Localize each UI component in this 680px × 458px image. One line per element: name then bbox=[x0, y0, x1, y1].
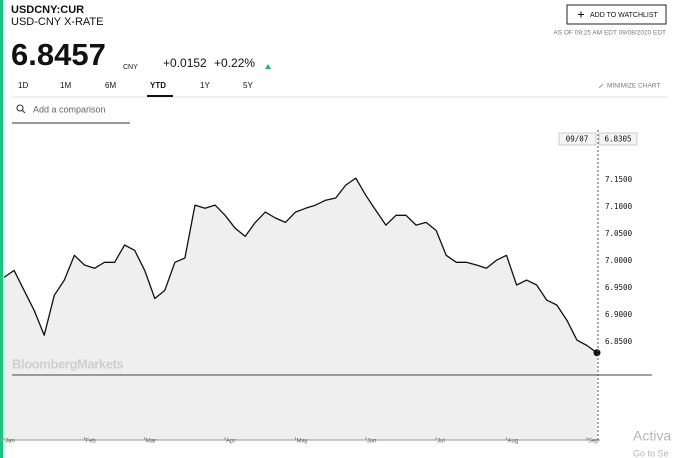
last-date: 09/07 bbox=[566, 135, 589, 144]
price-line bbox=[3, 177, 598, 354]
range-tab[interactable]: YTD bbox=[150, 81, 166, 90]
range-tab[interactable]: 1Y bbox=[200, 81, 210, 90]
accent-bar bbox=[0, 0, 3, 458]
range-tab[interactable]: 1D bbox=[18, 81, 28, 90]
range-tabs: 1D 1M 6M YTD 1Y 5Y bbox=[12, 81, 668, 98]
x-tick-label: Aug bbox=[508, 439, 519, 445]
x-tick-label: Jun bbox=[367, 439, 377, 445]
os-watermark-title: Activa bbox=[633, 428, 671, 444]
value-box bbox=[598, 132, 638, 146]
button-label[interactable]: ADD TO WATCHLIST bbox=[590, 12, 659, 19]
x-tick-label: Apr bbox=[226, 439, 235, 445]
os-watermark-subtitle: Go to Se bbox=[633, 448, 669, 458]
y-tick-label: 6.8500 bbox=[605, 337, 633, 346]
search-icon-handle bbox=[21, 109, 26, 114]
y-tick-label: 6.9500 bbox=[605, 283, 633, 292]
last-point bbox=[593, 349, 601, 357]
y-tick-label: 7.1500 bbox=[605, 175, 633, 184]
y-tick-label: 7.1000 bbox=[605, 202, 633, 211]
x-tick-label: Sep bbox=[588, 439, 599, 445]
last-value: 6.8305 bbox=[604, 135, 631, 144]
timestamp: AS OF 09:25 AM EDT 09/08/2020 EDT bbox=[553, 30, 666, 37]
area-fill bbox=[4, 178, 597, 440]
minimize-icon[interactable] bbox=[598, 83, 604, 89]
y-tick-label: 7.0500 bbox=[605, 229, 633, 238]
chart: 6.8500 6.9000 6.9500 7.0000 7.0500 7.1000 7.15… bbox=[0, 130, 638, 445]
button-frame[interactable] bbox=[566, 4, 667, 25]
x-tick-label: May bbox=[296, 439, 307, 445]
x-tick-label: Jan bbox=[5, 439, 15, 445]
instrument-name: USD-CNY X-RATE bbox=[11, 16, 104, 28]
plus-icon[interactable] bbox=[578, 11, 584, 18]
change: +0.0152 bbox=[163, 56, 207, 70]
range-tab[interactable]: 6M bbox=[105, 81, 116, 90]
comparison-input[interactable]: Add a comparison bbox=[33, 104, 106, 114]
watermark: BloombergMarkets bbox=[12, 356, 124, 371]
range-tab[interactable]: 1M bbox=[60, 81, 71, 90]
range-tab[interactable]: 5Y bbox=[243, 81, 253, 90]
up-arrow bbox=[265, 64, 271, 69]
ticker: USDCNY:CUR bbox=[11, 4, 84, 16]
x-tick-label: Mar bbox=[146, 439, 156, 445]
change-percent: +0.22% bbox=[214, 56, 255, 70]
y-tick-label: 7.0000 bbox=[605, 256, 633, 265]
watchlist-button[interactable]: ADD TO WATCHLIST bbox=[566, 4, 667, 25]
x-tick-label: Jul bbox=[437, 439, 445, 445]
search-icon bbox=[16, 104, 24, 112]
x-tick-label: Feb bbox=[85, 439, 96, 445]
minimize-chart[interactable]: MINIMIZE CHART bbox=[607, 83, 660, 90]
price: 6.8457 bbox=[11, 37, 106, 72]
y-tick-label: 6.9000 bbox=[605, 310, 633, 319]
currency: CNY bbox=[123, 64, 138, 71]
date-box bbox=[558, 132, 597, 146]
